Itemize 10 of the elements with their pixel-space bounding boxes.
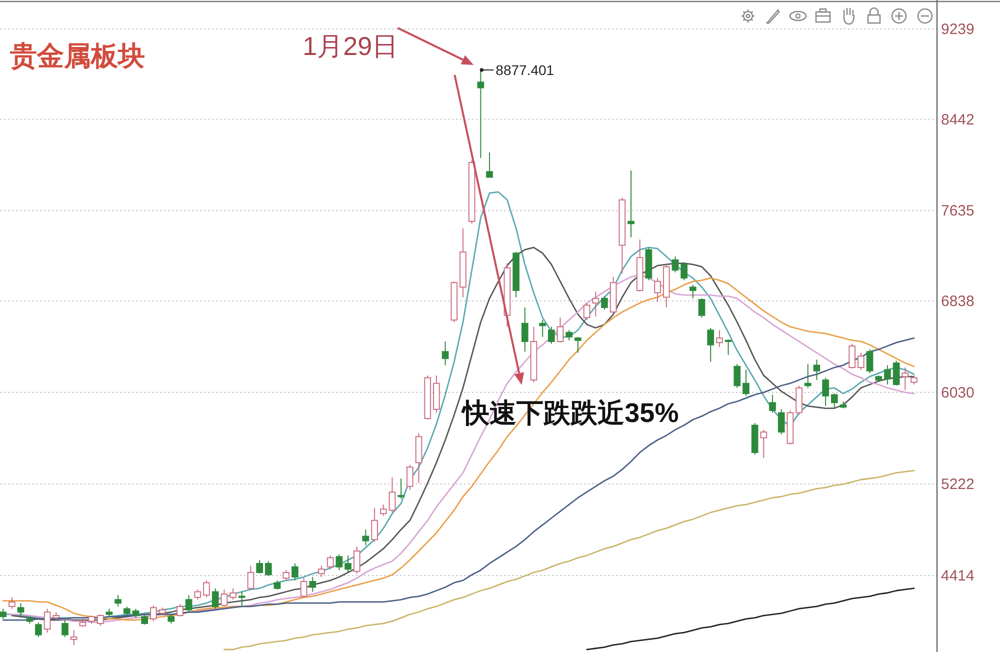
y-tick-label: 5222 xyxy=(941,476,974,493)
annotation: 1月29日 xyxy=(302,30,398,61)
y-tick-label: 4414 xyxy=(941,567,974,584)
annotation: 8877.401 xyxy=(496,62,554,78)
y-tick-label: 8442 xyxy=(941,111,974,128)
title: 贵金属板块 xyxy=(10,41,145,71)
y-tick-label: 7635 xyxy=(941,202,974,220)
y-tick-label: 6030 xyxy=(941,384,974,402)
y-tick-label: 6838 xyxy=(941,292,974,310)
y-tick-label: 9239 xyxy=(941,21,974,38)
